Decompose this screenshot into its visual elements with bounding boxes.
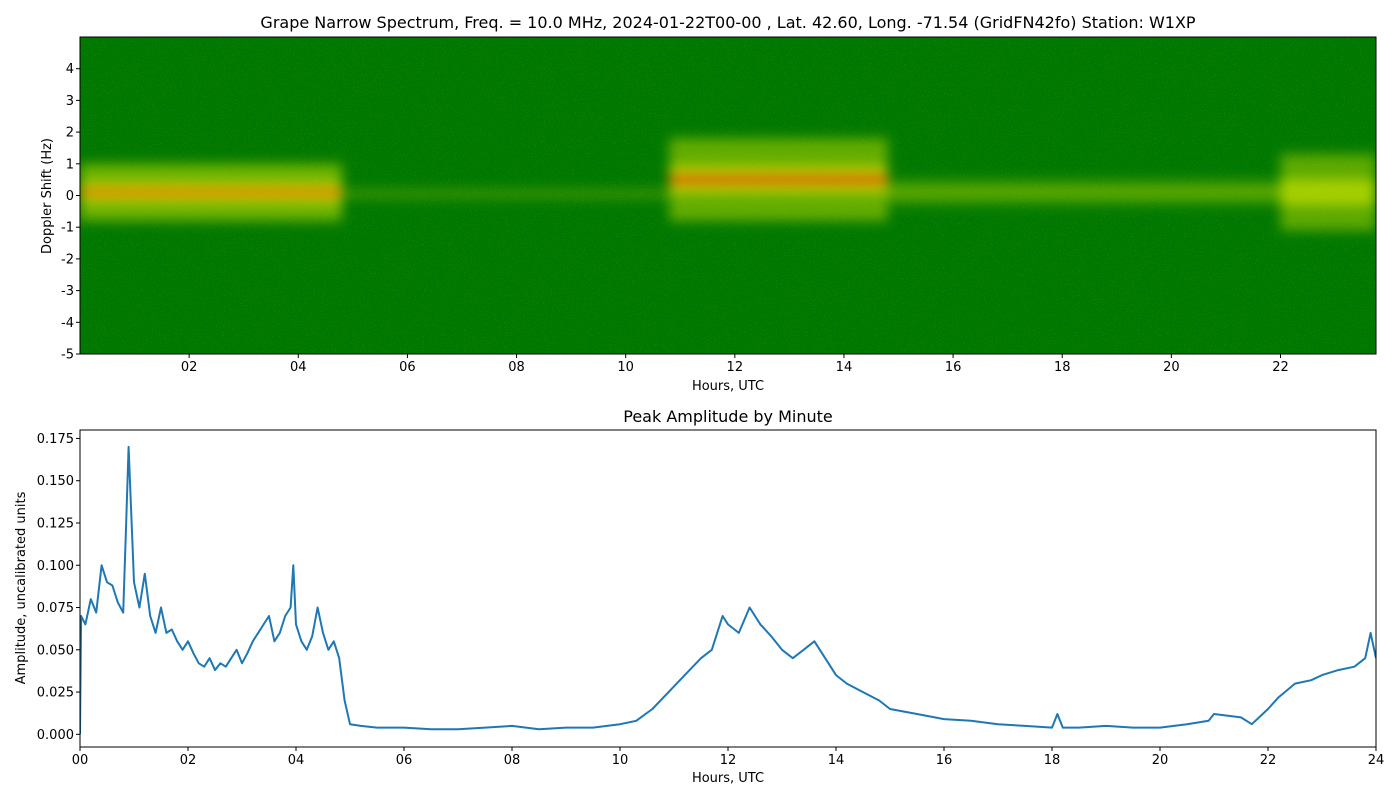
amplitude-y-tick-label: 0.000 (37, 728, 74, 743)
amplitude-y-tick-label: 0.075 (37, 601, 74, 616)
amplitude-y-tick-label: 0.175 (37, 432, 74, 447)
amplitude-x-tick-label: 06 (396, 753, 413, 768)
spectrum-y-tick-label: 1 (66, 157, 74, 172)
amplitude-x-ticks: 00 02 04 06 08 10 12 14 16 18 20 22 24 (72, 747, 1385, 768)
spectrum-y-tick-label: -5 (61, 348, 74, 363)
amplitude-x-tick-label: 10 (612, 753, 629, 768)
spectrum-x-tick-label: 16 (945, 360, 962, 375)
amplitude-x-tick-label: 24 (1368, 753, 1385, 768)
amplitude-y-tick-label: 0.025 (37, 686, 74, 701)
spectrum-y-tick-label: -1 (61, 221, 74, 236)
spectrum-x-tick-label: 08 (508, 360, 525, 375)
spectrogram-x-label: Hours, UTC (692, 379, 764, 394)
spectrogram-y-label: Doppler Shift (Hz) (40, 138, 55, 254)
spectrum-x-tick-label: 20 (1163, 360, 1180, 375)
amplitude-x-label: Hours, UTC (692, 771, 764, 786)
spectrum-x-tick-label: 10 (617, 360, 634, 375)
spectrum-y-tick-label: -2 (61, 252, 74, 267)
amplitude-x-tick-label: 02 (180, 753, 197, 768)
spectrum-y-tick-label: 3 (66, 94, 74, 109)
amplitude-y-tick-label: 0.050 (37, 643, 74, 658)
spectrogram-y-ticks: -5 -4 -3 -2 -1 0 1 2 3 4 (61, 62, 80, 363)
amplitude-x-tick-label: 16 (936, 753, 953, 768)
amplitude-x-tick-label: 14 (828, 753, 845, 768)
spectrum-x-tick-label: 18 (1054, 360, 1071, 375)
spectrum-x-tick-label: 14 (836, 360, 853, 375)
spectrum-x-tick-label: 22 (1272, 360, 1289, 375)
amplitude-plot-area (80, 430, 1376, 747)
amplitude-y-tick-label: 0.125 (37, 516, 74, 531)
amplitude-y-ticks: 0.000 0.025 0.050 0.075 0.100 0.125 0.150 0.175 (37, 432, 80, 743)
spectrum-y-tick-label: -3 (61, 284, 74, 299)
spectrum-y-tick-label: 0 (66, 189, 74, 204)
spectrogram-x-ticks: 02 04 06 08 10 12 14 16 18 20 22 (181, 354, 1289, 375)
spectrum-x-tick-label: 02 (181, 360, 198, 375)
spectrum-x-tick-label: 04 (290, 360, 307, 375)
amplitude-x-tick-label: 00 (72, 753, 89, 768)
amplitude-x-tick-label: 20 (1152, 753, 1169, 768)
amplitude-x-tick-label: 04 (288, 753, 305, 768)
spectrum-y-tick-label: 4 (66, 62, 74, 77)
amplitude-x-tick-label: 22 (1260, 753, 1277, 768)
spectrum-y-tick-label: 2 (66, 126, 74, 141)
spectrum-title: Grape Narrow Spectrum, Freq. = 10.0 MHz,… (260, 13, 1196, 32)
spectrogram (80, 37, 1376, 354)
amplitude-y-tick-label: 0.150 (37, 474, 74, 489)
spectrum-x-tick-label: 12 (727, 360, 744, 375)
spectrum-y-tick-label: -4 (61, 316, 74, 331)
spectrogram-noise (80, 37, 1376, 354)
amplitude-y-label: Amplitude, uncalibrated units (14, 491, 29, 684)
amplitude-x-tick-label: 18 (1044, 753, 1061, 768)
amplitude-x-tick-label: 08 (504, 753, 521, 768)
amplitude-x-tick-label: 12 (720, 753, 737, 768)
amplitude-series-line (80, 445, 1376, 735)
amplitude-y-tick-label: 0.100 (37, 559, 74, 574)
spectrum-x-tick-label: 06 (399, 360, 416, 375)
amplitude-title: Peak Amplitude by Minute (623, 407, 833, 426)
